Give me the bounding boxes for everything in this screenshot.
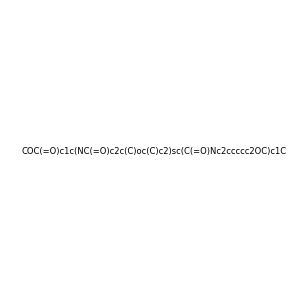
- Text: COC(=O)c1c(NC(=O)c2c(C)oc(C)c2)sc(C(=O)Nc2ccccc2OC)c1C: COC(=O)c1c(NC(=O)c2c(C)oc(C)c2)sc(C(=O)N…: [21, 147, 286, 156]
